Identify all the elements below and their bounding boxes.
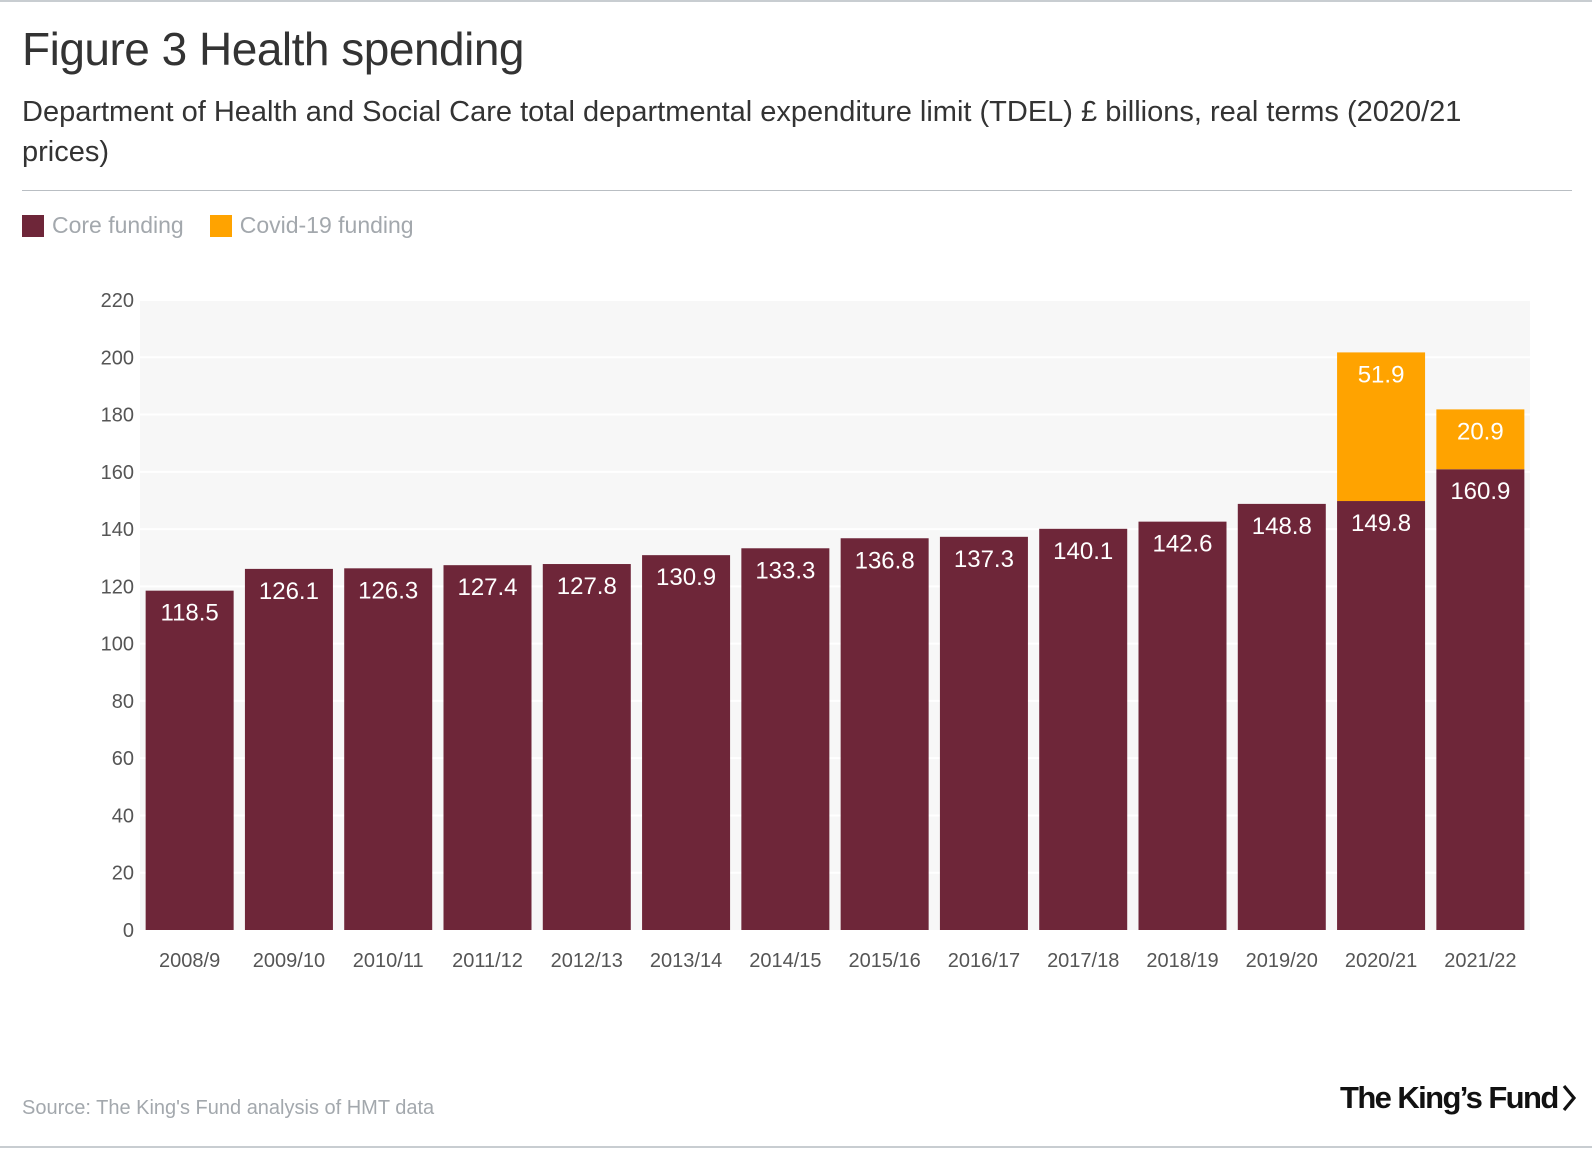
bar-value-label: 118.5 (161, 600, 219, 627)
bar-core-funding (939, 536, 1028, 930)
bottom-rule (0, 1146, 1592, 1148)
legend-swatch-core (22, 214, 44, 237)
bar-value-label: 126.3 (358, 577, 418, 604)
bar-covid-funding (1436, 409, 1525, 470)
x-tick-label: 2009/10 (253, 950, 325, 972)
bar-core-funding (642, 555, 731, 930)
bar-core-funding (840, 538, 929, 930)
bar-core-funding (1039, 528, 1128, 930)
kings-fund-logo: The King’s Fund (1340, 1080, 1577, 1116)
bar-value-label: 137.3 (954, 546, 1014, 573)
x-tick-label: 2012/13 (551, 950, 623, 972)
y-tick-label: 60 (112, 748, 134, 770)
legend-item-core[interactable]: Core funding (22, 212, 184, 239)
x-tick-label: 2015/16 (848, 950, 920, 972)
bar-value-label: 149.8 (1351, 510, 1411, 537)
x-tick-label: 2016/17 (948, 950, 1020, 972)
bar-core-funding (741, 548, 830, 930)
x-tick-label: 2008/9 (159, 950, 220, 972)
source-note: Source: The King's Fund analysis of HMT … (22, 1097, 435, 1119)
chart-subtitle: Department of Health and Social Care tot… (22, 96, 1462, 168)
x-tick-label: 2020/21 (1345, 950, 1417, 972)
top-rule (0, 0, 1592, 2)
header-divider (22, 190, 1572, 191)
x-tick-label: 2014/15 (749, 950, 821, 972)
y-tick-label: 200 (101, 347, 134, 369)
y-tick-label: 160 (101, 462, 134, 484)
bar-value-label: 127.8 (557, 573, 617, 600)
bar-core-funding (542, 564, 631, 930)
bar-core-funding (344, 568, 433, 930)
bar-core-funding (1436, 469, 1525, 930)
bar-core-funding (1337, 501, 1426, 930)
x-tick-label: 2017/18 (1047, 950, 1119, 972)
bar-chart: 0 20 40 60 80 100 120 140 160 180 200 220 118.5 2008/… (100, 290, 1525, 972)
y-tick-label: 80 (112, 691, 134, 713)
x-tick-label: 2013/14 (650, 950, 722, 972)
y-tick-label: 20 (112, 863, 134, 885)
bar-core-funding (443, 565, 532, 930)
logo-text: The King’s Fund (1340, 1080, 1559, 1115)
bar-value-label: 142.6 (1152, 531, 1212, 558)
bar-value-label: 126.1 (259, 578, 319, 605)
legend-label-core: Core funding (52, 212, 184, 238)
bar-core-funding (1138, 521, 1227, 930)
legend: Core funding Covid-19 funding (22, 212, 440, 239)
chevron-right-icon (1562, 1084, 1576, 1112)
bar-core-funding (1237, 503, 1326, 930)
y-tick-label: 140 (101, 519, 134, 541)
bar-value-label: 127.4 (457, 574, 517, 601)
bar-core-funding (244, 568, 333, 930)
legend-swatch-covid (209, 214, 232, 237)
y-tick-label: 120 (101, 576, 134, 598)
x-tick-label: 2018/19 (1146, 950, 1218, 972)
y-tick-label: 0 (123, 920, 134, 942)
bar-value-label: 51.9 (1358, 361, 1405, 388)
x-tick-label: 2011/12 (452, 950, 523, 972)
x-tick-label: 2021/22 (1444, 950, 1516, 972)
y-tick-label: 40 (112, 805, 134, 827)
x-tick-label: 2019/20 (1246, 950, 1318, 972)
bar-value-label: 20.9 (1457, 418, 1504, 445)
y-tick-label: 180 (101, 405, 134, 427)
bar-value-label: 130.9 (656, 564, 716, 591)
y-tick-label: 100 (101, 634, 134, 656)
bar-value-label: 136.8 (855, 547, 915, 574)
bar-value-label: 148.8 (1252, 513, 1312, 540)
bar-covid-funding (1337, 352, 1426, 502)
bar-core-funding (145, 590, 234, 930)
x-tick-label: 2010/11 (353, 950, 424, 972)
legend-label-covid: Covid-19 funding (239, 212, 414, 238)
chart-title: Figure 3 Health spending (22, 23, 525, 75)
legend-item-covid[interactable]: Covid-19 funding (209, 212, 414, 239)
bar-value-label: 160.9 (1450, 478, 1510, 505)
bar-value-label: 140.1 (1053, 538, 1113, 565)
y-tick-label: 220 (101, 290, 134, 312)
bar-value-label: 133.3 (755, 557, 815, 584)
